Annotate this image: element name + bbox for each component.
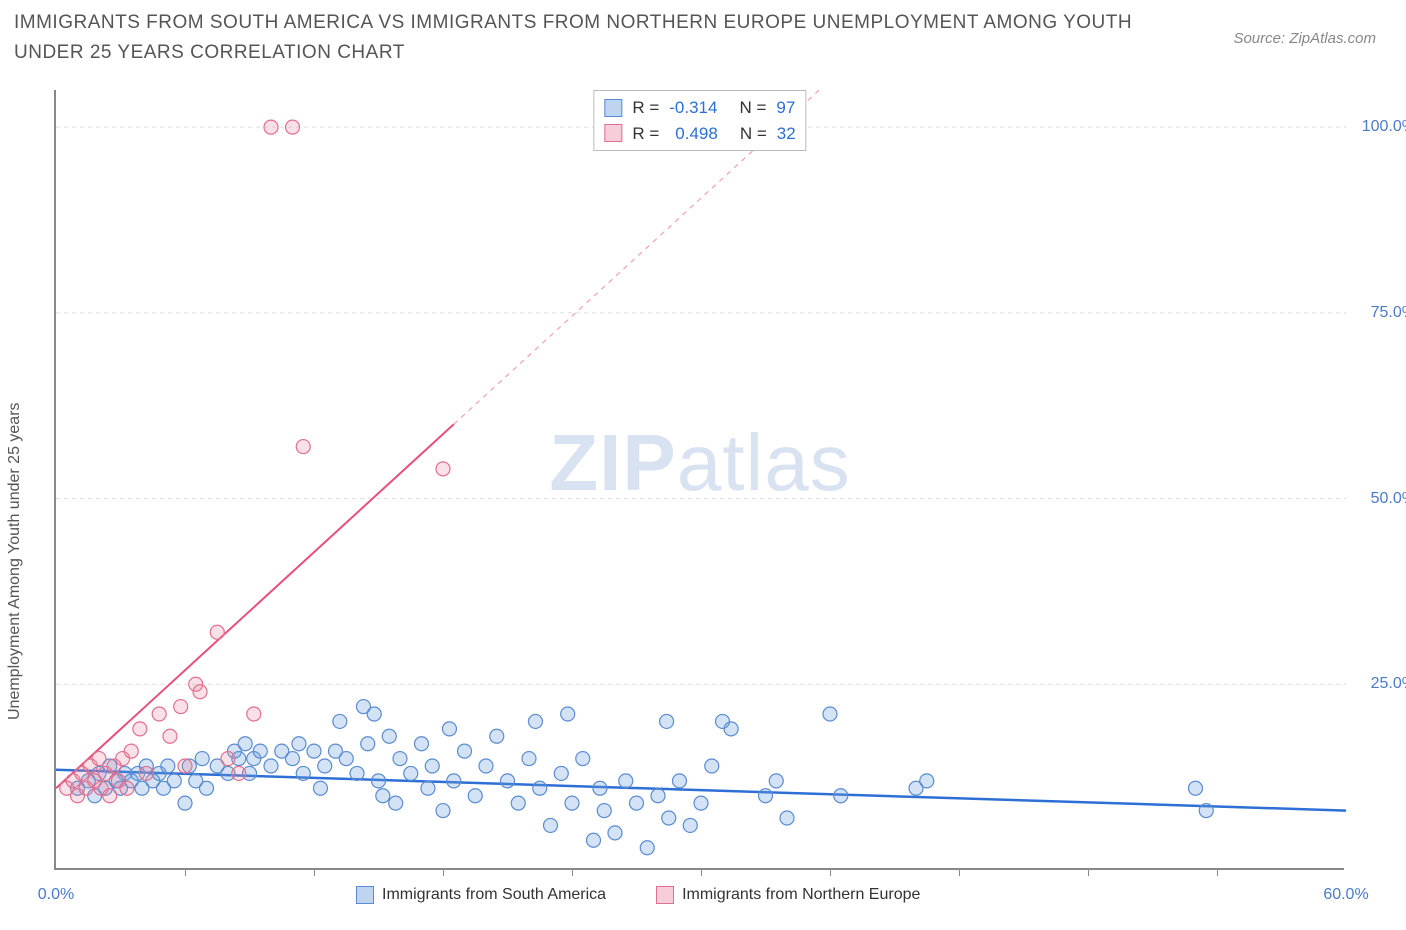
y-tick-label: 100.0%: [1356, 118, 1406, 136]
stats-box: R = -0.314 N = 97 R = 0.498 N = 32: [593, 90, 806, 151]
y-tick-label: 75.0%: [1356, 304, 1406, 322]
x-tick: [185, 868, 186, 876]
legend-swatch-blue: [356, 886, 374, 904]
chart-title: IMMIGRANTS FROM SOUTH AMERICA VS IMMIGRA…: [14, 8, 1146, 69]
x-tick: [314, 868, 315, 876]
legend: Immigrants from South America Immigrants…: [356, 886, 920, 904]
x-tick: [572, 868, 573, 876]
plot-svg: [56, 90, 1344, 868]
legend-swatch-pink: [656, 886, 674, 904]
stat-r-label-2: R =: [632, 121, 659, 147]
stat-n-label-2: N =: [740, 121, 767, 147]
y-tick-label: 50.0%: [1356, 490, 1406, 508]
x-tick: [1217, 868, 1218, 876]
x-tick: [830, 868, 831, 876]
stats-row-pink: R = 0.498 N = 32: [604, 121, 795, 147]
stat-n-label: N =: [739, 95, 766, 121]
legend-label-pink: Immigrants from Northern Europe: [682, 886, 920, 904]
x-tick: [443, 868, 444, 876]
x-tick: [701, 868, 702, 876]
legend-label-blue: Immigrants from South America: [382, 886, 606, 904]
x-tick: [959, 868, 960, 876]
x-tick: [1088, 868, 1089, 876]
x-tick-label: 0.0%: [38, 886, 74, 904]
swatch-blue: [604, 99, 622, 117]
x-tick-label: 60.0%: [1323, 886, 1368, 904]
stat-r-blue: -0.314: [669, 95, 717, 121]
source-label: Source: ZipAtlas.com: [1233, 30, 1376, 47]
legend-item-blue: Immigrants from South America: [356, 886, 606, 904]
plot-area: ZIPatlas 25.0%50.0%75.0%100.0% 0.0%60.0%…: [54, 90, 1344, 870]
stat-n-blue: 97: [776, 95, 795, 121]
stats-row-blue: R = -0.314 N = 97: [604, 95, 795, 121]
y-axis-label: Unemployment Among Youth under 25 years: [6, 402, 24, 720]
legend-item-pink: Immigrants from Northern Europe: [656, 886, 920, 904]
stat-n-pink: 32: [777, 121, 796, 147]
swatch-pink: [604, 124, 622, 142]
y-tick-label: 25.0%: [1356, 675, 1406, 693]
stat-r-pink: 0.498: [675, 121, 718, 147]
stat-r-label: R =: [632, 95, 659, 121]
